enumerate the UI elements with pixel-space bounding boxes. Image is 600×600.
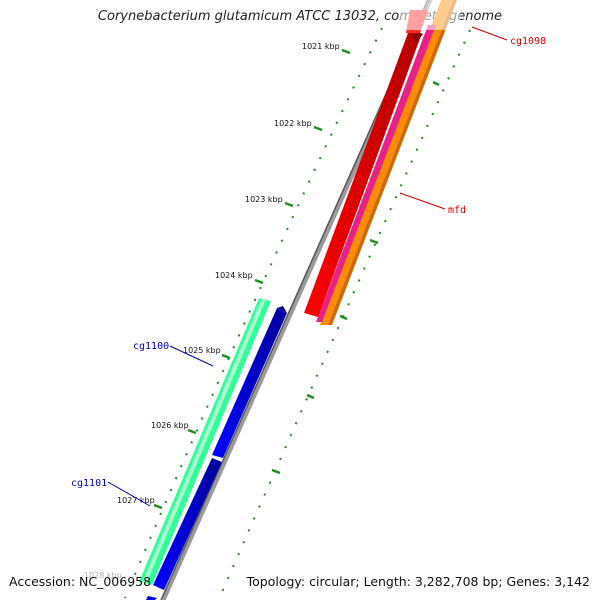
tick-label: 1025 kbp [183, 346, 221, 355]
tick-label: 1028 kbp [84, 571, 122, 580]
gene-label-cg1098: cg1098 [510, 36, 546, 47]
tick-mark [313, 125, 323, 132]
tick-label: 1021 kbp [302, 42, 340, 51]
orf-bar-green-light [142, 298, 266, 584]
leader-cg1100 [169, 345, 214, 367]
orf-minus-track [139, 298, 271, 585]
tick-label: 1024 kbp [215, 271, 253, 280]
tick-mark [271, 468, 281, 475]
tick-label: 1027 kbp [117, 496, 155, 505]
cds-bar-blue-3 [146, 596, 157, 600]
leader-mfd [399, 192, 446, 210]
major-ticks [153, 48, 440, 510]
tick-mark [306, 393, 315, 400]
orf-bar-orange-shade [328, 0, 457, 325]
orf-bar-pink [316, 25, 436, 322]
cds-plus-track [304, 10, 428, 317]
cds-bar-red [304, 33, 422, 317]
leader-cg1098 [471, 26, 508, 41]
cds-bar-blue-2 [153, 458, 222, 590]
tick-mark [369, 238, 379, 245]
cds-bar-blue-1-head [277, 306, 287, 313]
orf-bar-orange [320, 0, 453, 325]
tick-label: 1026 kbp [151, 421, 189, 430]
gene-label-cg1100: cg1100 [133, 341, 169, 352]
tick-labels: 1021 kbp 1022 kbp 1023 kbp 1024 kbp 1025… [84, 42, 340, 580]
accession-text: Accession: NC_006958 [9, 574, 152, 589]
tick-mark [284, 201, 294, 208]
orf-plus-track [316, 0, 457, 325]
tick-label: 1022 kbp [274, 119, 312, 128]
top-highlight [400, 0, 460, 30]
tick-mark [187, 428, 197, 435]
cds-bar-blue-1 [212, 308, 287, 458]
gene-labels: cg1098 mfd cg1100 cg1101 [71, 36, 546, 489]
tick-label: 1023 kbp [245, 195, 283, 204]
genome-summary-text: Topology: circular; Length: 3,282,708 bp… [246, 574, 590, 589]
leader-lines [107, 26, 508, 507]
gene-label-cg1101: cg1101 [71, 478, 107, 489]
gene-label-mfd: mfd [448, 205, 466, 216]
tick-mark [339, 314, 348, 321]
outer-dotted-line [124, 27, 383, 599]
tick-mark [432, 80, 440, 87]
cds-minus-track [146, 306, 287, 600]
tick-mark [153, 503, 163, 510]
leader-cg1101 [107, 481, 151, 507]
tick-mark [254, 278, 264, 285]
tick-mark [221, 353, 231, 360]
tick-mark [341, 48, 351, 55]
cds-bar-red-head [411, 34, 423, 42]
